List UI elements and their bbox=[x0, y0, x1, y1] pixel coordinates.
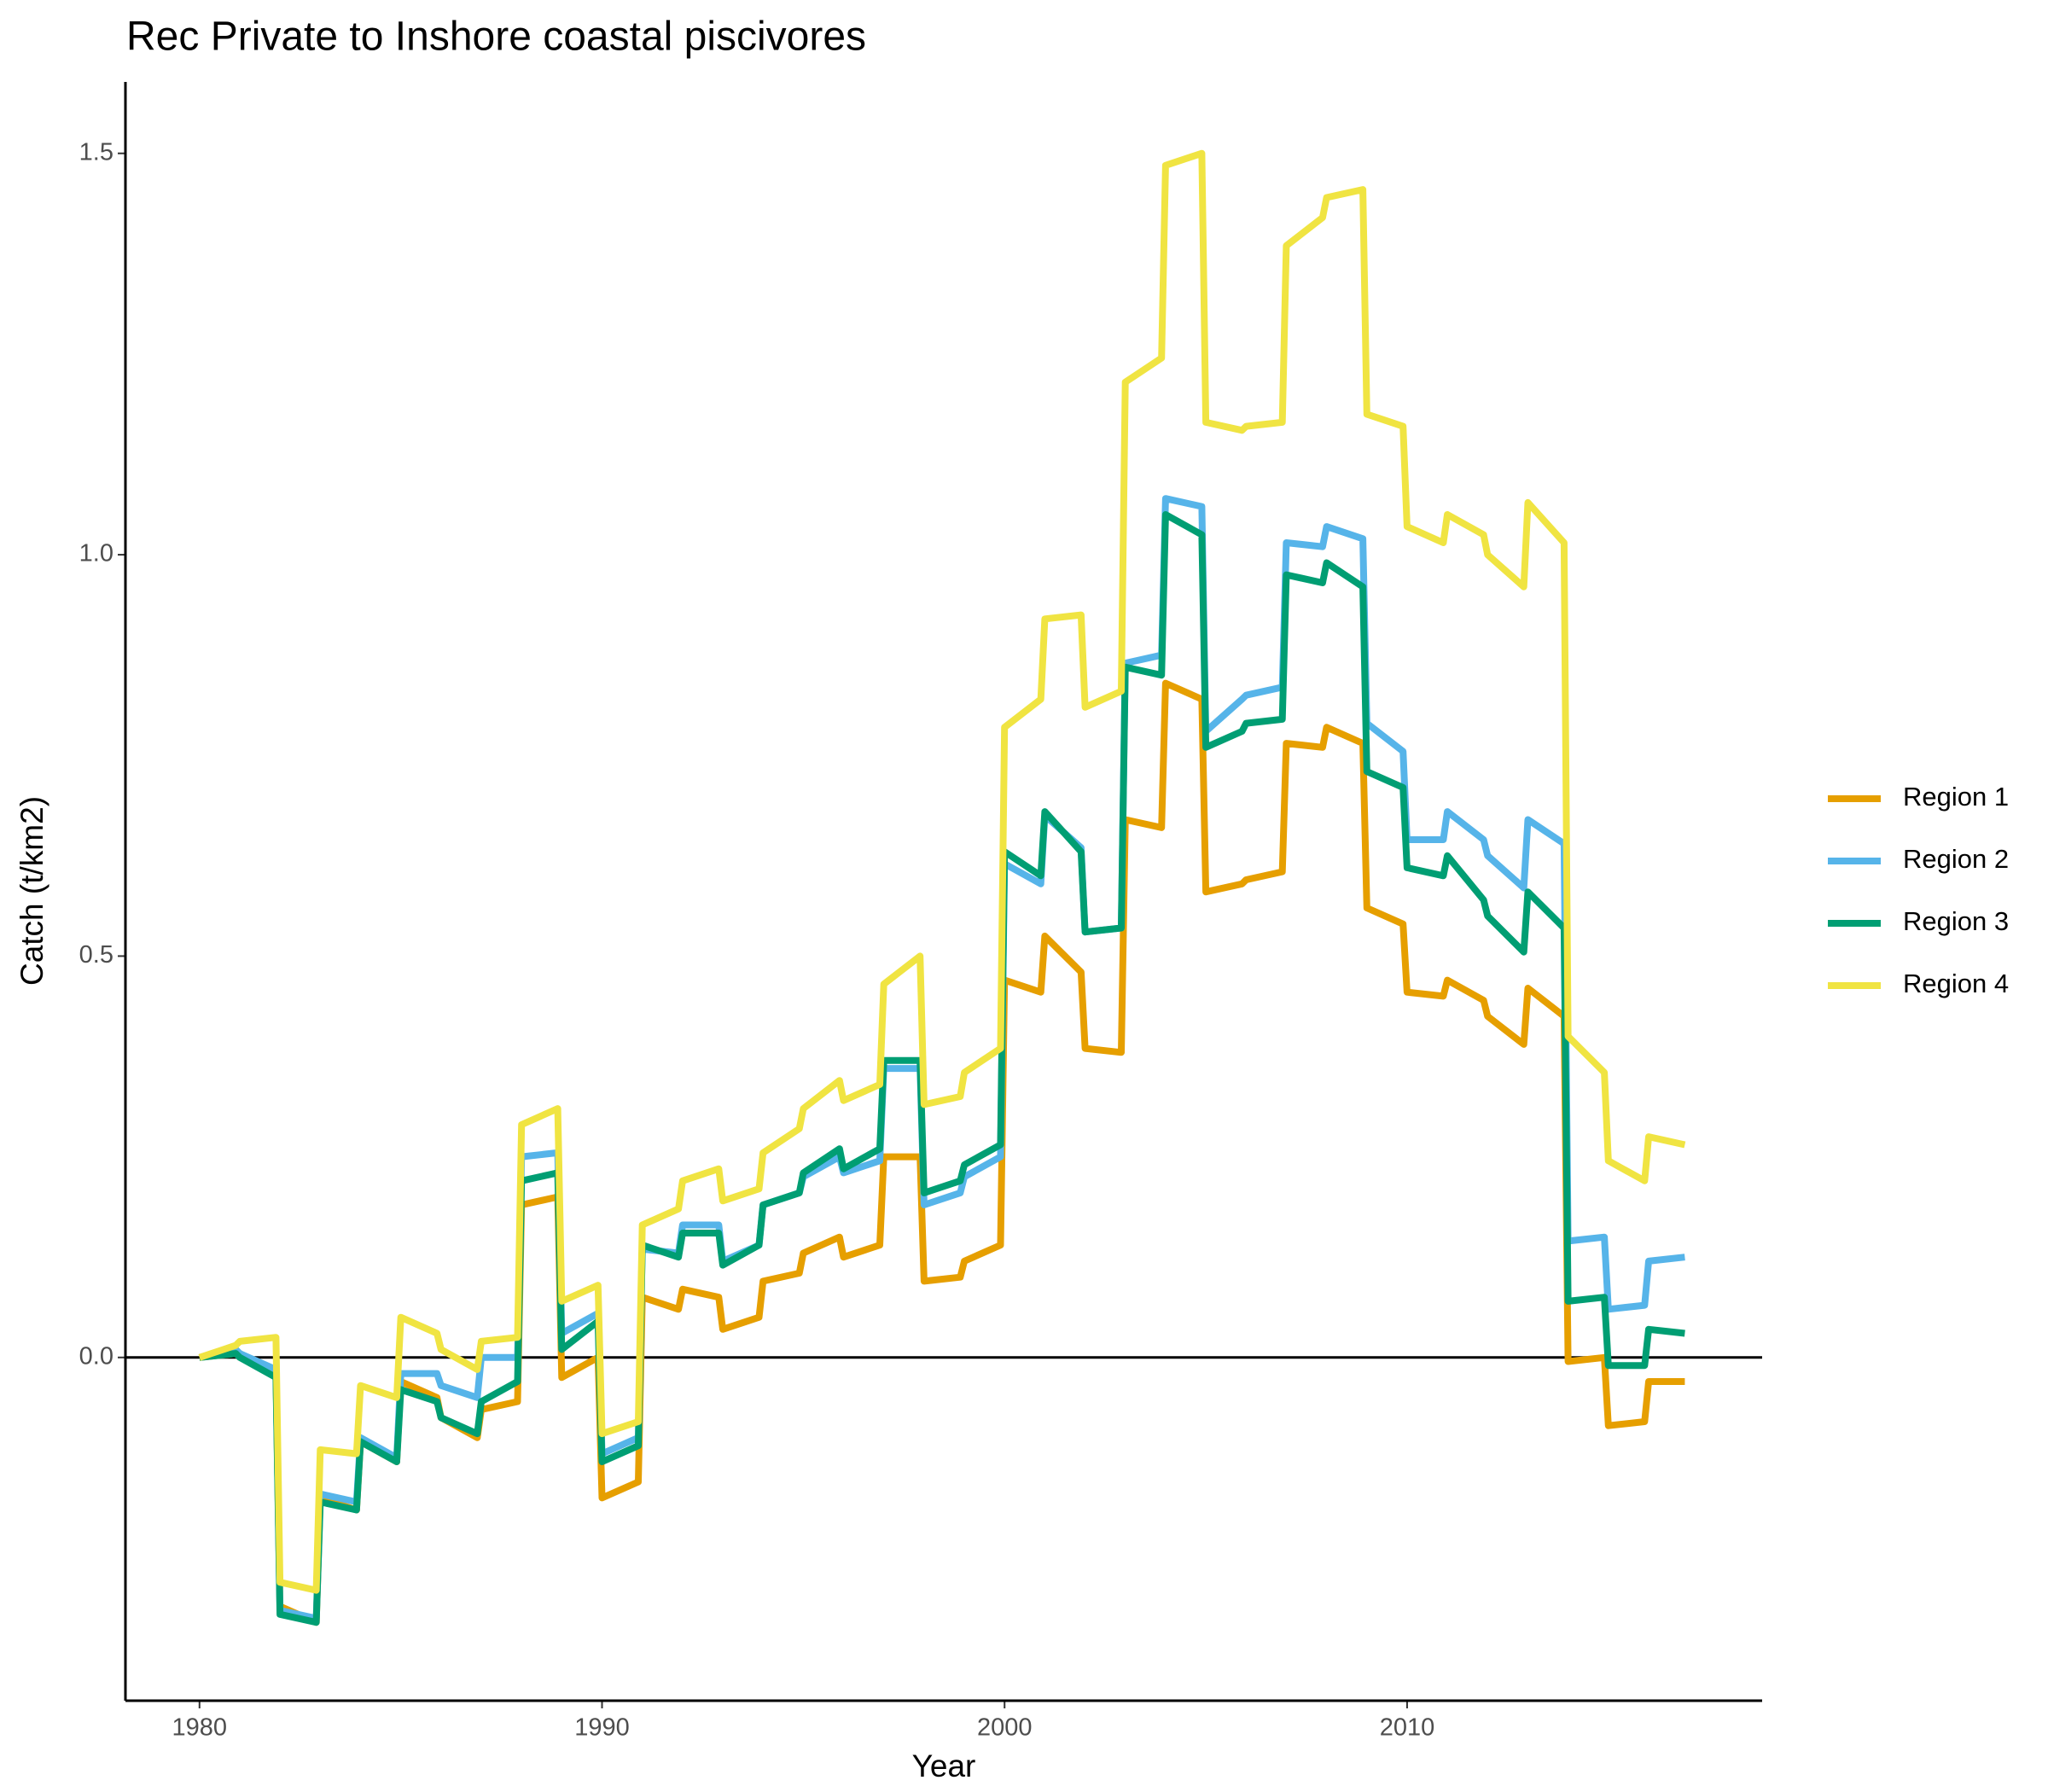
series-line bbox=[199, 511, 1685, 1626]
x-tick-label: 2000 bbox=[977, 1714, 1033, 1742]
x-tick-label: 2010 bbox=[1380, 1714, 1435, 1742]
y-tick-label: 1.0 bbox=[79, 540, 113, 567]
legend-label: Region 4 bbox=[1903, 969, 2009, 998]
series-line bbox=[198, 495, 1685, 1622]
x-tick-label: 1990 bbox=[574, 1714, 630, 1742]
legend-label: Region 2 bbox=[1903, 844, 2009, 874]
x-tick-label: 1980 bbox=[172, 1714, 228, 1742]
y-axis-title: Catch (t/km2) bbox=[15, 796, 49, 986]
legend-label: Region 3 bbox=[1903, 906, 2009, 936]
y-tick-label: 1.5 bbox=[79, 138, 113, 166]
legend-label: Region 1 bbox=[1903, 782, 2009, 812]
chart-title: Rec Private to Inshore coastal piscivore… bbox=[126, 15, 866, 60]
x-axis-title: Year bbox=[912, 1748, 976, 1783]
y-tick-label: 0.5 bbox=[79, 941, 113, 969]
y-tick-label: 0.0 bbox=[79, 1342, 113, 1370]
series-line bbox=[198, 149, 1686, 1594]
